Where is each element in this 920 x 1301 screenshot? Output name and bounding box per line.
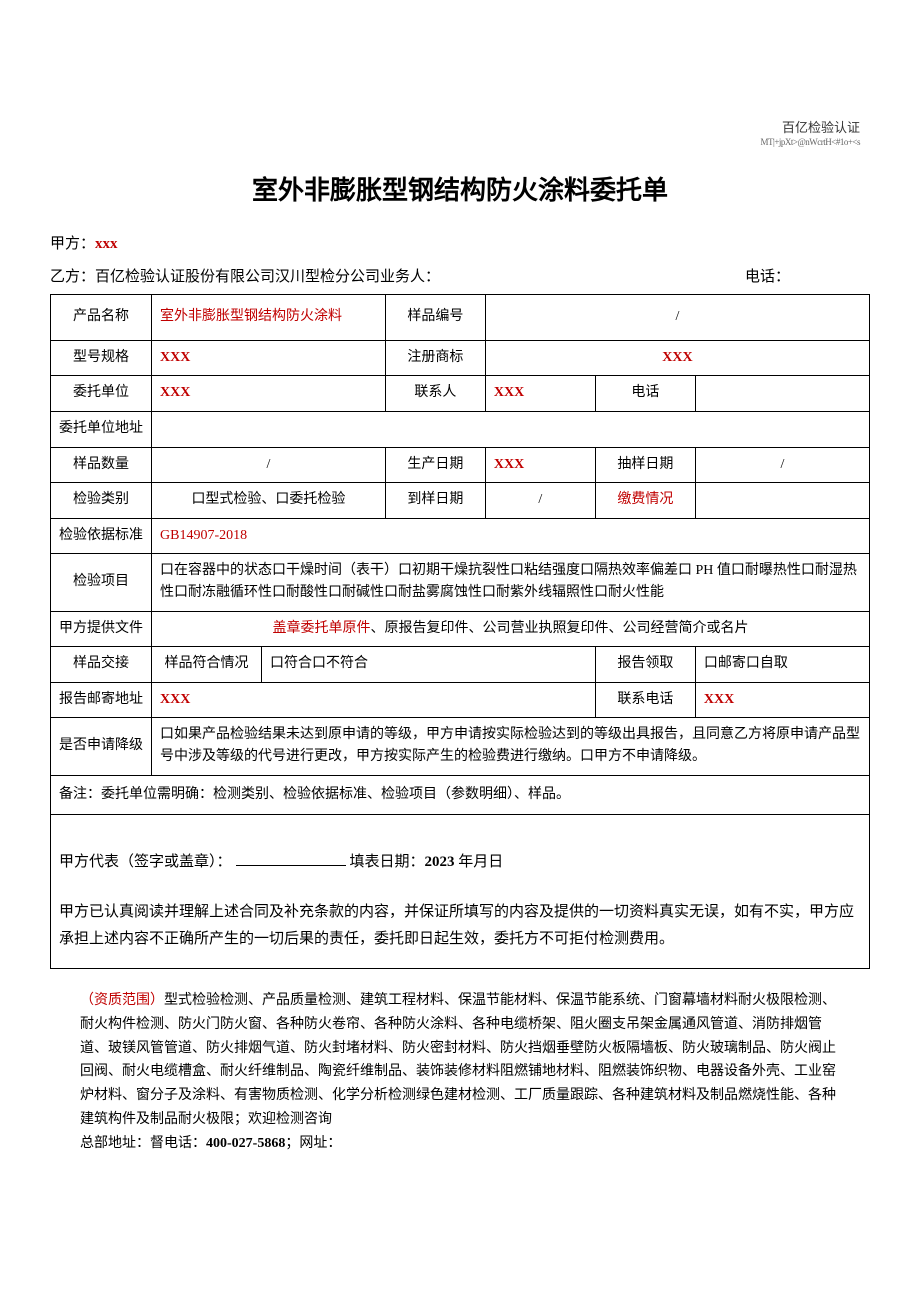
- sample-no: /: [485, 295, 869, 341]
- main-form-table: 产品名称 室外非膨胀型钢结构防火涂料 样品编号 / 型号规格 XXX 注册商标 …: [50, 294, 870, 969]
- party-b-text: 乙方：百亿检验认证股份有限公司汉川型检分公司业务人：: [50, 265, 440, 286]
- disclaimer: 甲方已认真阅读并理解上述合同及补充条款的内容，并保证所填写的内容及提供的一切资料…: [59, 899, 861, 953]
- hq-label: 总部地址：督电话：: [80, 1136, 206, 1151]
- tel-label: 电话: [595, 376, 695, 411]
- hq-tel: 400-027-5868: [206, 1136, 285, 1151]
- trademark-label: 注册商标: [385, 341, 485, 376]
- rep-label: 甲方代表（签字或盖章）：: [59, 854, 232, 870]
- sign-underline: [236, 865, 346, 866]
- arrive-date: /: [485, 483, 595, 518]
- sample-date: /: [695, 447, 869, 482]
- fee-status-label: 缴费情况: [595, 483, 695, 518]
- standard-label: 检验依据标准: [51, 518, 152, 553]
- client-addr-label: 委托单位地址: [51, 411, 152, 447]
- downgrade-label: 是否申请降级: [51, 717, 152, 775]
- hq-suffix: ；网址：: [285, 1136, 341, 1151]
- date-suffix: 年月日: [455, 854, 504, 870]
- page-title: 室外非膨胀型钢结构防火涂料委托单: [50, 170, 870, 207]
- party-a-line: 甲方：xxx: [50, 232, 870, 253]
- items: 口在容器中的状态口干燥时间（表干）口初期干燥抗裂性口粘结强度口隔热效率偏差口 P…: [152, 553, 870, 611]
- docs-rest: 、原报告复印件、公司营业执照复印件、公司经营简介或名片: [371, 621, 749, 636]
- party-b-tel: 电话：: [745, 265, 790, 286]
- party-b-line: 乙方：百亿检验认证股份有限公司汉川型检分公司业务人： 电话：: [50, 265, 870, 286]
- items-label: 检验项目: [51, 553, 152, 611]
- inspect-type: 口型式检验、口委托检验: [152, 483, 386, 518]
- downgrade: 口如果产品检验结果未达到原申请的等级，甲方申请按实际检验达到的等级出具报告，且同…: [152, 717, 870, 775]
- report-addr: XXX: [152, 682, 596, 717]
- report-get-opts: 口邮寄口自取: [695, 647, 869, 682]
- hq-line: 总部地址：督电话：400-027-5868；网址：: [80, 1132, 840, 1156]
- scope-label: （资质范围）: [80, 993, 164, 1008]
- docs-label: 甲方提供文件: [51, 611, 152, 646]
- handover-sub: 样品符合情况: [152, 647, 262, 682]
- handover-opts: 口符合口不符合: [262, 647, 596, 682]
- remark: 备注：委托单位需明确：检测类别、检验依据标准、检验项目（参数明细）、样品。: [51, 775, 870, 814]
- contact: XXX: [485, 376, 595, 411]
- sign-block: 甲方代表（签字或盖章）： 填表日期：2023 年月日: [59, 850, 861, 874]
- client-label: 委托单位: [51, 376, 152, 411]
- party-a-value: xxx: [95, 236, 118, 252]
- standard: GB14907-2018: [152, 518, 870, 553]
- prod-date: XXX: [485, 447, 595, 482]
- contact-tel-label: 联系电话: [595, 682, 695, 717]
- product-name: 室外非膨胀型钢结构防火涂料: [152, 295, 386, 341]
- prod-date-label: 生产日期: [385, 447, 485, 482]
- tel: [695, 376, 869, 411]
- report-get-label: 报告领取: [595, 647, 695, 682]
- party-a-label: 甲方：: [50, 236, 95, 252]
- trademark: XXX: [485, 341, 869, 376]
- scope-text: 型式检验检测、产品质量检测、建筑工程材料、保温节能材料、保温节能系统、门窗幕墙材…: [80, 993, 836, 1127]
- inspect-type-label: 检验类别: [51, 483, 152, 518]
- fee-status: [695, 483, 869, 518]
- contact-label: 联系人: [385, 376, 485, 411]
- report-addr-label: 报告邮寄地址: [51, 682, 152, 717]
- contact-tel: XXX: [695, 682, 869, 717]
- client: XXX: [152, 376, 386, 411]
- watermark-line1: 百亿检验认证: [761, 120, 860, 137]
- footer-scope: （资质范围）型式检验检测、产品质量检测、建筑工程材料、保温节能材料、保温节能系统…: [50, 989, 870, 1156]
- date-label: 填表日期：: [350, 854, 425, 870]
- sign-disclaimer-cell: 甲方代表（签字或盖章）： 填表日期：2023 年月日 甲方已认真阅读并理解上述合同…: [51, 815, 870, 969]
- docs-red: 盖章委托单原件: [273, 621, 371, 636]
- handover-label: 样品交接: [51, 647, 152, 682]
- sample-date-label: 抽样日期: [595, 447, 695, 482]
- model-spec: XXX: [152, 341, 386, 376]
- arrive-date-label: 到样日期: [385, 483, 485, 518]
- watermark: 百亿检验认证 MT|+jpXt>@nWcrtH<#1o+<s: [761, 120, 860, 149]
- model-spec-label: 型号规格: [51, 341, 152, 376]
- sample-no-label: 样品编号: [385, 295, 485, 341]
- sample-qty: /: [152, 447, 386, 482]
- product-name-label: 产品名称: [51, 295, 152, 341]
- date-year: 2023: [425, 854, 455, 870]
- sample-qty-label: 样品数量: [51, 447, 152, 482]
- docs: 盖章委托单原件、原报告复印件、公司营业执照复印件、公司经营简介或名片: [152, 611, 870, 646]
- client-addr: [152, 411, 870, 447]
- watermark-line2: MT|+jpXt>@nWcrtH<#1o+<s: [761, 137, 860, 149]
